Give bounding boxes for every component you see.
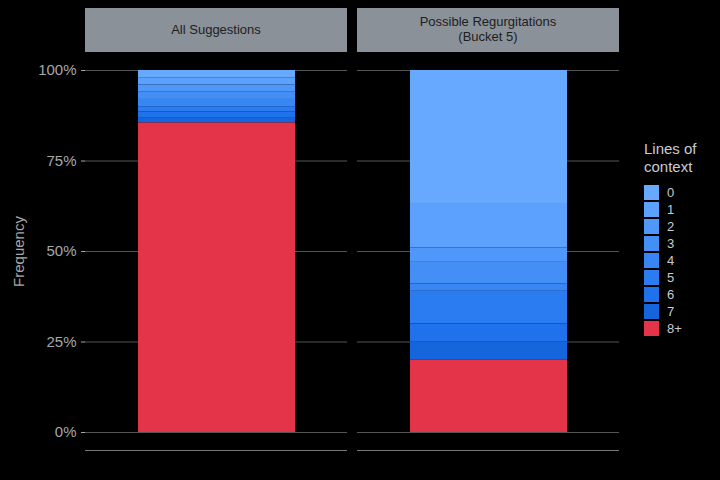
svg-text:100%: 100% bbox=[38, 61, 76, 78]
html-text:5: 5 bbox=[667, 270, 675, 285]
html-text:All Suggestions: All Suggestions bbox=[171, 21, 261, 37]
html-text:6: 6 bbox=[667, 287, 675, 302]
svg-text:50%: 50% bbox=[46, 242, 76, 259]
html-text:4: 4 bbox=[667, 253, 675, 268]
html-text:7: 7 bbox=[667, 304, 675, 319]
svg-text:75%: 75% bbox=[46, 152, 76, 169]
html-text:1: 1 bbox=[667, 202, 675, 217]
html-text:8+: 8+ bbox=[667, 321, 682, 336]
svg-text:Frequency: Frequency bbox=[10, 216, 27, 287]
html-text:Possible Regurgitations (Bucke: Possible Regurgitations (Bucket 5) bbox=[419, 14, 557, 44]
svg-text:0%: 0% bbox=[55, 423, 77, 440]
html-text:2: 2 bbox=[667, 219, 675, 234]
svg-text:25%: 25% bbox=[46, 333, 76, 350]
html-text:0: 0 bbox=[667, 185, 675, 200]
html-text:Lines of context: Lines of context bbox=[644, 140, 697, 175]
html-text:3: 3 bbox=[667, 236, 675, 251]
